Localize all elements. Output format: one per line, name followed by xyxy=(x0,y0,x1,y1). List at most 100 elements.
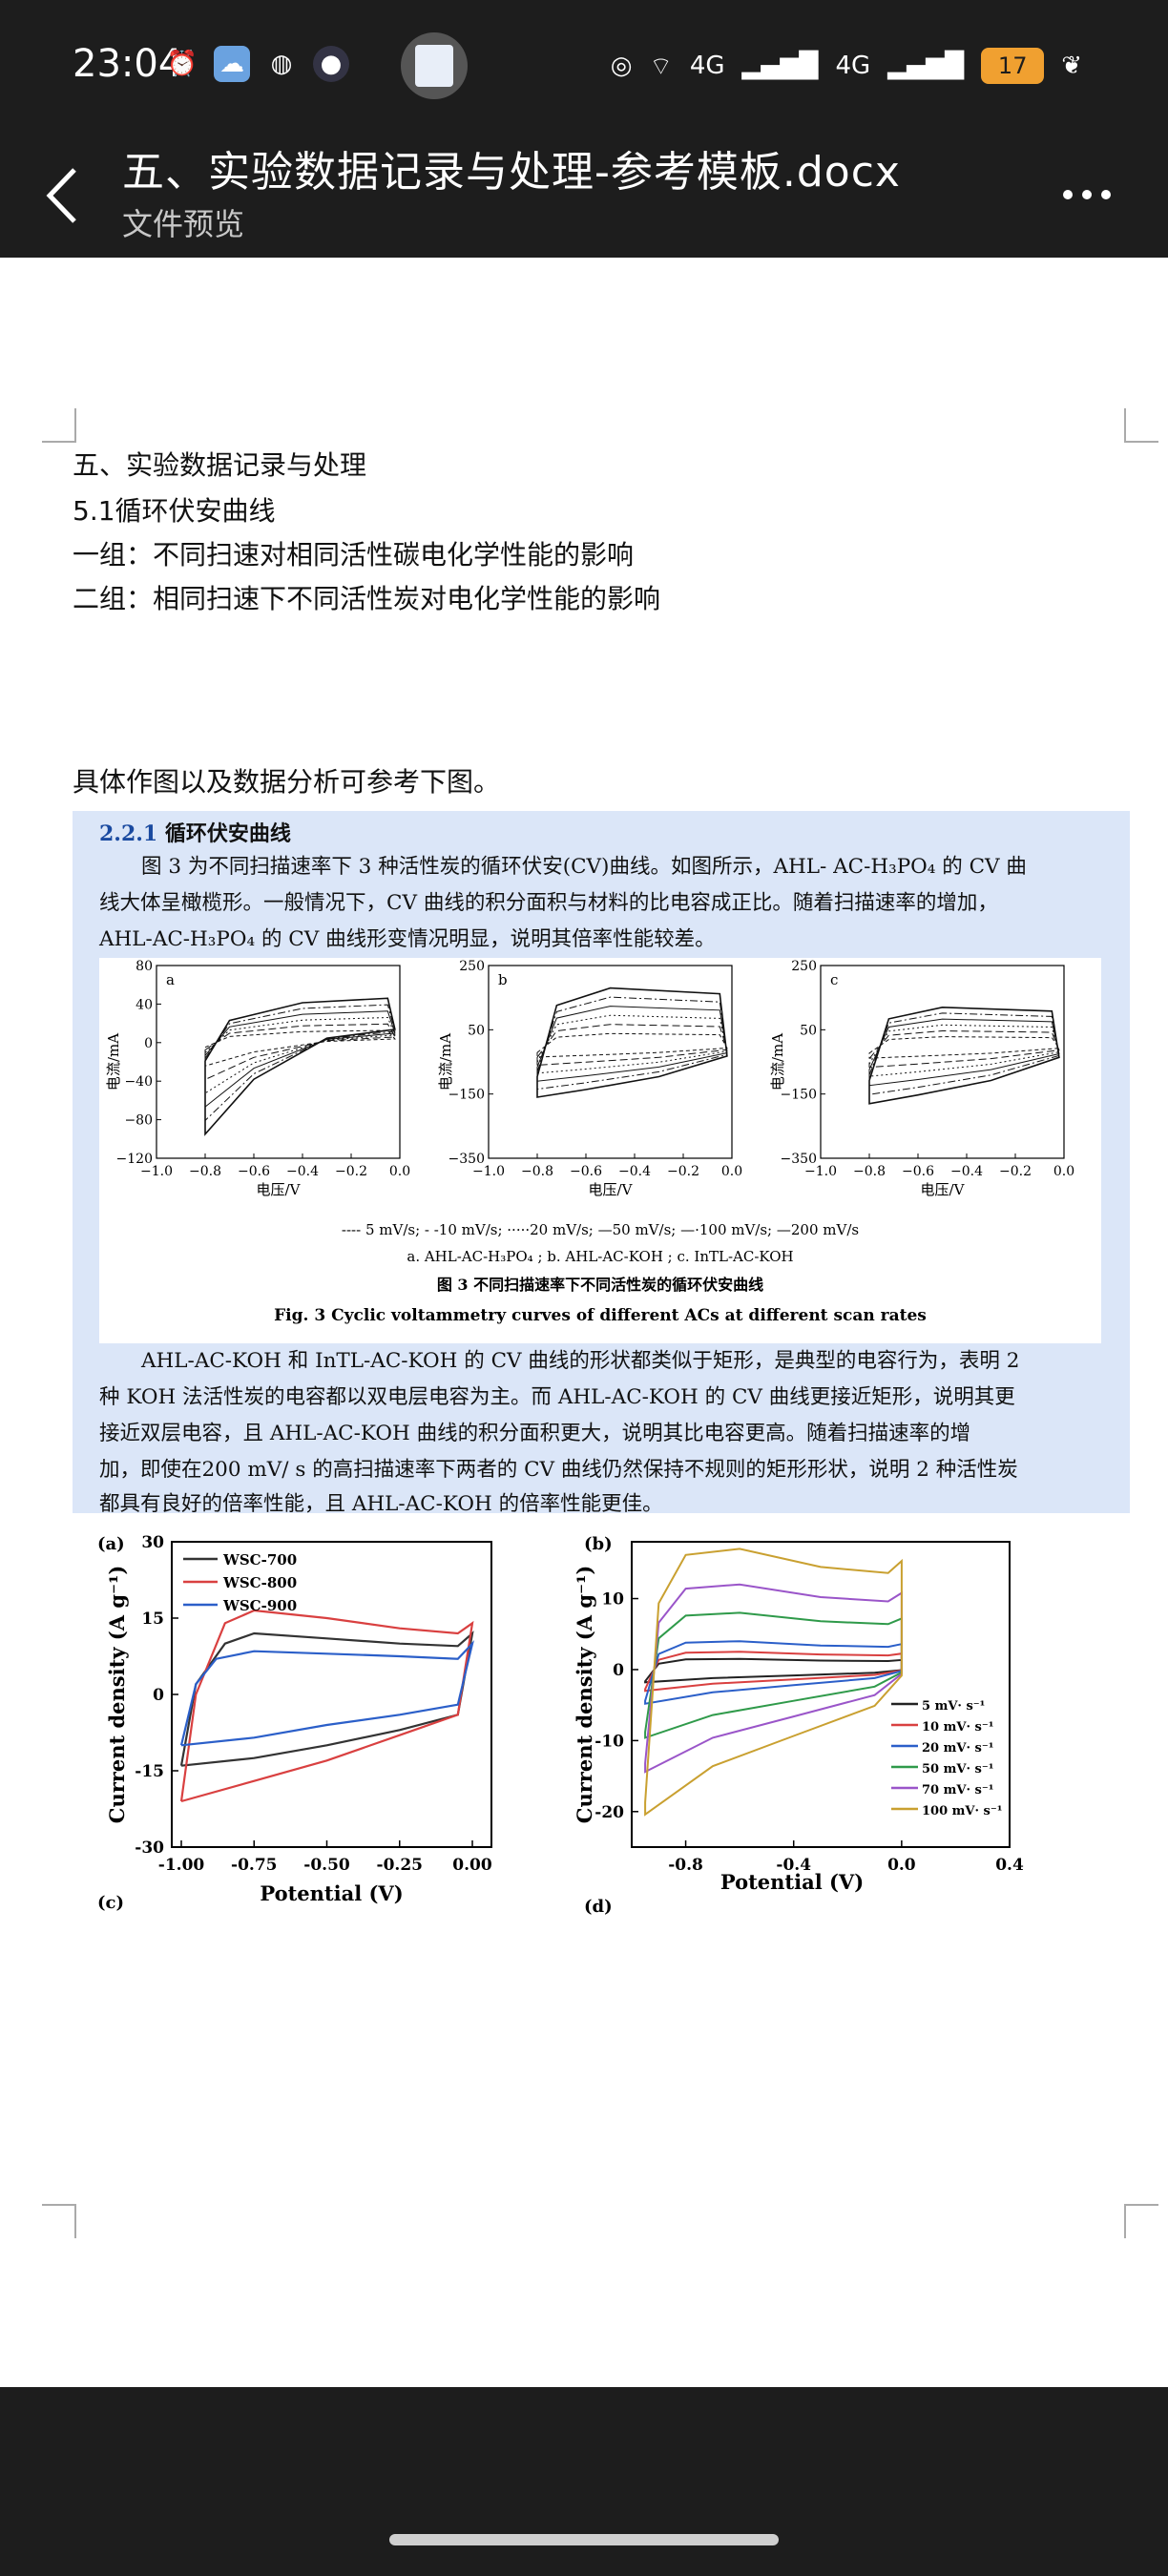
panel-label-c: (c) xyxy=(97,1893,124,1913)
y-tick-label: -20 xyxy=(594,1803,624,1822)
x-tick-label: −0.8 xyxy=(521,1164,553,1179)
x-tick-label: −0.2 xyxy=(335,1164,367,1179)
x-tick-label: −1.0 xyxy=(140,1164,173,1179)
y-tick-label: 0 xyxy=(153,1686,164,1705)
ref-para-1-line-3: AHL-AC-H₃PO₄ 的 CV 曲线形变情况明显，说明其倍率性能较差。 xyxy=(99,927,716,951)
plot-frame xyxy=(488,965,733,1159)
x-tick-label: 0.0 xyxy=(721,1164,742,1179)
y-tick-label: 50 xyxy=(800,1023,817,1038)
x-axis-label: Potential (V) xyxy=(720,1870,864,1894)
figure-3: a −1.0 −0.8 −0.6 −0.4 −0.2 0.0 −120 −80 −40 0 40 80 电… xyxy=(99,958,1101,1343)
cv-curve-wsc-800 xyxy=(179,1609,474,1803)
x-tick-label: −0.6 xyxy=(570,1164,602,1179)
alarm-icon: ⏰ xyxy=(166,50,198,78)
legend-label: 70 mV· s⁻¹ xyxy=(922,1783,993,1797)
cv-curve xyxy=(536,987,728,1098)
cv-curve xyxy=(868,1018,1060,1087)
cv-curve-wsc-700 xyxy=(179,1631,474,1767)
y-tick-label: −120 xyxy=(116,1152,153,1167)
app-bar: 五、实验数据记录与处理-参考模板.docx 文件预览 xyxy=(0,134,1168,258)
navigation-bar xyxy=(0,2387,1168,2576)
weather-icon: ☁ xyxy=(214,46,250,82)
y-tick-label: 30 xyxy=(141,1533,164,1552)
file-title: 五、实验数据记录与处理-参考模板.docx xyxy=(122,148,901,197)
y-tick-label: −350 xyxy=(448,1152,485,1167)
back-arrow-icon[interactable] xyxy=(38,162,86,229)
panel-label-d: (d) xyxy=(584,1897,613,1917)
ref-para-2-line-2: 种 KOH 法活性炭的电容都以双电层电容为主。而 AHL-AC-KOH 的 CV… xyxy=(99,1385,1015,1409)
cv-curve xyxy=(204,1010,396,1109)
y-tick-label: 50 xyxy=(468,1023,485,1038)
cv-curve-wsc-900 xyxy=(179,1639,475,1747)
cv-curve xyxy=(868,1006,1060,1105)
ref-para-1-line-2: 线大体呈橄榄形。一般情况下，CV 曲线的积分面积与材料的比电容成正比。随着扫描速… xyxy=(99,891,998,915)
x-tick-label: 0.00 xyxy=(452,1856,492,1875)
y-tick-label: -10 xyxy=(594,1732,624,1751)
doc-group-2: 二组：相同扫速下不同活性炭对电化学性能的影响 xyxy=(73,583,661,614)
x-tick-label: -0.75 xyxy=(231,1856,277,1875)
status-time: 23:04 xyxy=(73,42,183,86)
y-tick-label: -15 xyxy=(135,1762,164,1781)
ref-para-2-line-5: 都具有良好的倍率性能，且 AHL-AC-KOH 的倍率性能更佳。 xyxy=(99,1492,663,1516)
fig3-caption-en: Fig. 3 Cyclic voltammetry curves of diff… xyxy=(274,1306,927,1325)
y-axis-label: Current density (A g⁻¹) xyxy=(573,1566,596,1824)
y-tick-label: −80 xyxy=(124,1113,153,1129)
document-page: 五、实验数据记录与处理 5.1循环伏安曲线 一组：不同扫速对相同活性碳电化学性能… xyxy=(0,258,1168,2387)
fig3-caption-cn: 图 3 不同扫描速率下不同活性炭的循环伏安曲线 xyxy=(437,1276,763,1294)
battery-icon: 17 xyxy=(981,48,1045,84)
legend-label: 20 mV· s⁻¹ xyxy=(922,1741,993,1755)
legend-label: 100 mV· s⁻¹ xyxy=(922,1804,1002,1818)
y-tick-label: −150 xyxy=(781,1088,817,1103)
doc-heading: 五、实验数据记录与处理 xyxy=(73,449,367,481)
legend-label: WSC-800 xyxy=(222,1574,297,1591)
cv-curve xyxy=(204,1023,396,1081)
doc-subheading: 5.1循环伏安曲线 xyxy=(73,495,276,527)
y-tick-label: 0 xyxy=(613,1661,624,1680)
cv-curve xyxy=(536,996,728,1091)
x-tick-label: -0.8 xyxy=(668,1856,703,1875)
y-tick-label: 15 xyxy=(141,1610,164,1629)
doc-reference-note: 具体作图以及数据分析可参考下图。 xyxy=(73,766,501,798)
plot-frame-a xyxy=(171,1541,492,1848)
cv-curve xyxy=(868,1029,1060,1069)
x-tick-label: −1.0 xyxy=(804,1164,837,1179)
x-tick-label: 0.0 xyxy=(1053,1164,1074,1179)
moon-icon: ● xyxy=(313,46,349,82)
x-tick-label: -0.50 xyxy=(303,1856,350,1875)
more-options-icon[interactable] xyxy=(1063,176,1130,214)
legend-label: 10 mV· s⁻¹ xyxy=(922,1720,993,1735)
panel-letter: a xyxy=(166,971,175,988)
x-tick-label: −0.8 xyxy=(189,1164,221,1179)
cv-curve xyxy=(536,1032,728,1058)
x-tick-label: -0.25 xyxy=(377,1856,423,1875)
home-indicator[interactable] xyxy=(389,2534,779,2545)
cv-curve xyxy=(536,1006,728,1082)
x-tick-label: 0.0 xyxy=(887,1856,916,1875)
y-tick-label: −40 xyxy=(124,1074,153,1090)
x-tick-label: -1.00 xyxy=(158,1856,205,1875)
panel-letter: b xyxy=(498,971,508,988)
leaf-icon: ❦ xyxy=(1061,52,1082,80)
globe-icon: ◍ xyxy=(270,50,293,78)
y-tick-label: 250 xyxy=(459,959,485,974)
cv-figure: (a) (c) -30 -15 0 15 30 -1.00 -0.75 -0.50 -0.25 0.0… xyxy=(95,1532,1050,1933)
legend-label: WSC-700 xyxy=(222,1551,297,1568)
nfc-icon: ◎ xyxy=(610,52,633,80)
y-tick-label: −150 xyxy=(448,1088,485,1103)
legend-label: WSC-900 xyxy=(222,1597,297,1614)
cv-curve xyxy=(204,997,396,1136)
legend-label: 5 mV· s⁻¹ xyxy=(922,1699,985,1714)
y-tick-label: 10 xyxy=(601,1590,624,1610)
x-tick-label: −0.4 xyxy=(286,1164,319,1179)
x-tick-label: −1.0 xyxy=(472,1164,505,1179)
legend-label: 50 mV· s⁻¹ xyxy=(922,1762,993,1776)
y-tick-label: 80 xyxy=(136,959,153,974)
x-tick-label: 0.0 xyxy=(389,1164,410,1179)
cv-curve-scan-rate xyxy=(644,1651,903,1693)
x-tick-label: -0.4 xyxy=(776,1856,811,1875)
panel-letter: c xyxy=(830,971,838,988)
y-axis-label: 电流/mA xyxy=(437,1033,454,1091)
signal-1-icon: ▂▄▆█ xyxy=(741,52,819,80)
x-tick-label: −0.4 xyxy=(618,1164,651,1179)
x-axis-label: 电压/V xyxy=(921,1181,966,1198)
